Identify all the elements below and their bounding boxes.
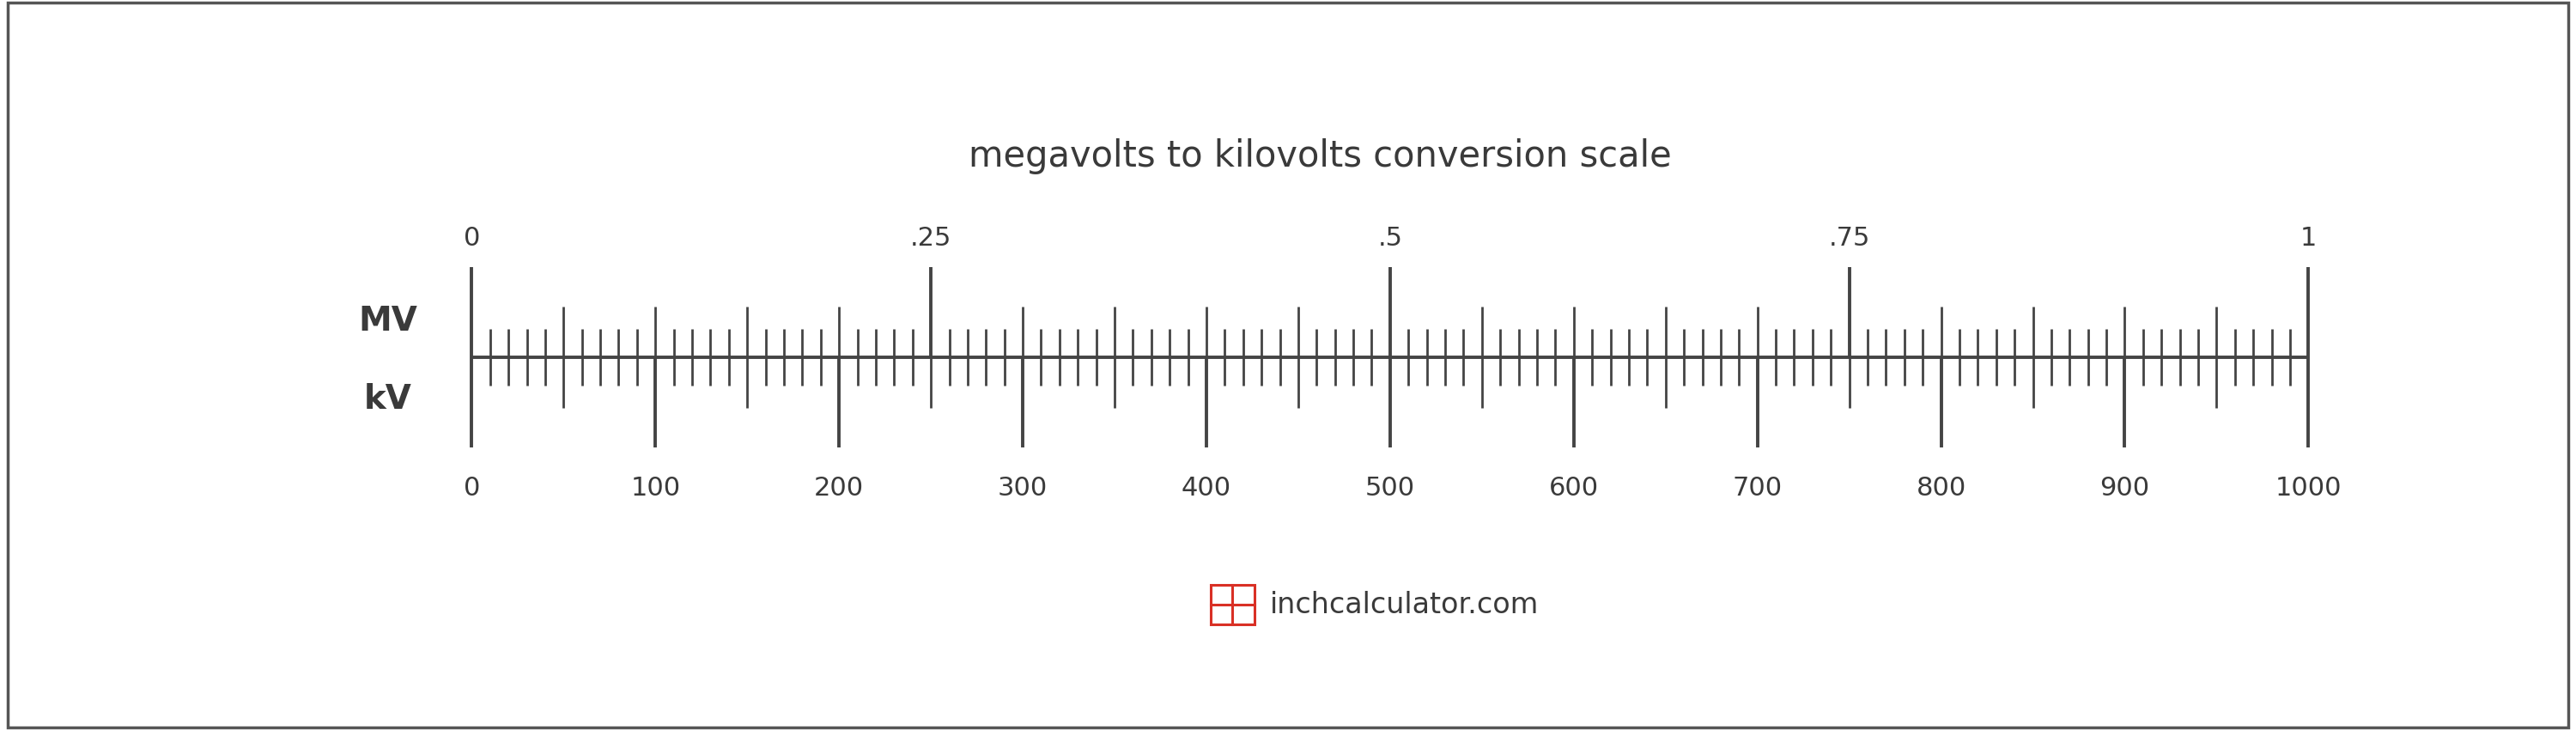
Text: 700: 700 — [1734, 475, 1783, 500]
Text: 900: 900 — [2099, 475, 2151, 500]
Text: 800: 800 — [1917, 475, 1965, 500]
Text: 200: 200 — [814, 475, 863, 500]
Text: 1: 1 — [2300, 226, 2316, 250]
Text: MV: MV — [358, 304, 417, 337]
Text: .75: .75 — [1829, 226, 1870, 250]
Text: 0: 0 — [464, 226, 479, 250]
Text: 100: 100 — [631, 475, 680, 500]
Text: inchcalculator.com: inchcalculator.com — [1270, 591, 1540, 619]
Text: 600: 600 — [1548, 475, 1600, 500]
Text: .5: .5 — [1378, 226, 1401, 250]
Text: 1000: 1000 — [2275, 475, 2342, 500]
Text: .25: .25 — [909, 226, 951, 250]
Text: kV: kV — [363, 383, 412, 416]
Text: 0: 0 — [464, 475, 479, 500]
Text: megavolts to kilovolts conversion scale: megavolts to kilovolts conversion scale — [969, 138, 1672, 174]
Bar — [1211, 585, 1255, 624]
Text: 400: 400 — [1182, 475, 1231, 500]
Text: 300: 300 — [997, 475, 1048, 500]
Text: 500: 500 — [1365, 475, 1414, 500]
